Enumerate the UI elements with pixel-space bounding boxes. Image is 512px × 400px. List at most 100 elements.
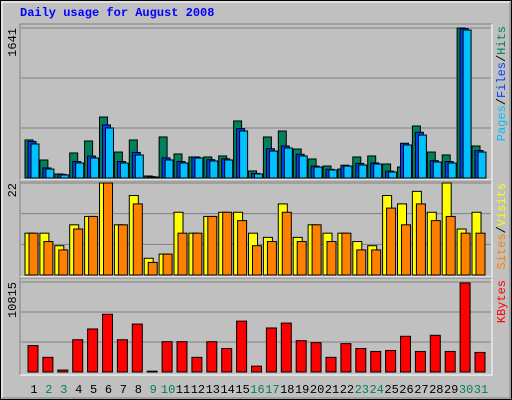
x-tick-label: 31 — [474, 383, 488, 397]
plot-edge-dark — [19, 180, 492, 277]
bar — [460, 232, 471, 276]
bar — [60, 174, 70, 179]
legend: KBytes — [495, 280, 509, 323]
bar — [371, 249, 382, 276]
bar — [283, 147, 293, 179]
bar — [221, 348, 233, 373]
bar — [281, 211, 292, 276]
bar — [87, 328, 99, 373]
chart-title: Daily usage for August 2008 — [20, 6, 214, 20]
bar — [475, 232, 486, 276]
bar — [313, 166, 323, 179]
bar — [192, 232, 203, 276]
bar — [191, 356, 203, 373]
x-tick-label: 10 — [161, 383, 175, 397]
bar — [415, 203, 426, 276]
bar — [164, 159, 174, 179]
plot-edge-dark — [19, 277, 492, 375]
bar — [385, 349, 397, 373]
bar — [265, 327, 277, 373]
bar — [72, 339, 84, 373]
bar — [462, 29, 472, 179]
bar — [356, 249, 367, 276]
bar — [179, 162, 189, 179]
legend: Sites/Visits — [495, 183, 509, 269]
x-tick-label: 2 — [45, 383, 52, 397]
legend-separator: / — [495, 226, 509, 233]
plot-edge-light — [20, 24, 493, 181]
x-tick-label: 14 — [220, 383, 234, 397]
bar — [239, 130, 249, 179]
bar — [75, 162, 85, 179]
bar — [268, 150, 278, 179]
bar — [102, 313, 113, 373]
bar — [132, 203, 143, 276]
legend-entry: Files — [495, 62, 509, 98]
bar — [340, 343, 352, 373]
bar — [177, 232, 188, 276]
plot-edge-dark — [19, 23, 492, 180]
bar — [131, 323, 143, 373]
legend-separator: / — [495, 98, 509, 105]
bar — [459, 282, 471, 373]
x-tick-label: 23 — [355, 383, 369, 397]
bar — [417, 134, 427, 179]
bar — [207, 215, 218, 276]
bar — [414, 350, 426, 373]
legend-entry: Hits — [495, 26, 509, 55]
bar — [73, 228, 84, 276]
x-tick-label: 19 — [295, 383, 309, 397]
bar — [358, 164, 368, 179]
bar — [388, 171, 398, 179]
bar — [117, 224, 128, 276]
bar — [445, 215, 456, 276]
bar — [429, 334, 441, 373]
bar — [222, 211, 233, 276]
x-tick-label: 1 — [30, 383, 37, 397]
x-tick-label: 17 — [265, 383, 279, 397]
bar — [298, 155, 308, 179]
bar — [266, 241, 277, 276]
bar — [161, 341, 173, 373]
bar — [162, 253, 173, 276]
legend-separator: / — [495, 55, 509, 62]
bar — [400, 335, 411, 373]
bar — [401, 224, 411, 276]
bar — [194, 157, 204, 179]
bar — [328, 169, 338, 179]
y-tick-label: 10815 — [6, 282, 20, 318]
x-tick-label: 3 — [60, 383, 67, 397]
x-tick-label: 25 — [384, 383, 398, 397]
x-tick-label: 27 — [414, 383, 428, 397]
bar — [90, 157, 100, 179]
bar — [103, 182, 113, 276]
bar — [311, 224, 322, 276]
bar — [326, 241, 337, 276]
bar — [105, 127, 114, 179]
bar — [45, 168, 55, 179]
bar — [42, 356, 54, 373]
bar — [237, 220, 248, 276]
bar — [252, 245, 262, 276]
bar — [254, 173, 263, 179]
bar — [280, 322, 292, 373]
x-tick-label: 18 — [280, 383, 294, 397]
x-tick-label: 8 — [135, 383, 142, 397]
bar — [134, 154, 144, 179]
legend-entry: KBytes — [495, 280, 509, 323]
legend-entry: Pages — [495, 105, 509, 141]
bar — [447, 162, 457, 179]
bar — [149, 176, 159, 179]
x-tick-label: 12 — [191, 383, 205, 397]
x-tick-label: 26 — [399, 383, 413, 397]
x-tick-label: 5 — [90, 383, 97, 397]
bar — [373, 163, 383, 179]
plot-edge-light — [20, 181, 493, 278]
legend: Pages/Files/Hits — [495, 26, 509, 141]
x-tick-label: 4 — [75, 383, 82, 397]
bar — [57, 369, 69, 373]
x-tick-label: 30 — [459, 383, 473, 397]
